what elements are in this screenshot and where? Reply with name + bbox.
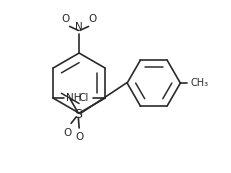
Text: O: O <box>61 14 69 24</box>
Text: O: O <box>88 14 96 24</box>
Text: CH₃: CH₃ <box>189 78 207 88</box>
Text: O: O <box>75 132 83 142</box>
Text: Cl: Cl <box>78 93 89 103</box>
Text: NH: NH <box>66 93 82 103</box>
Text: N: N <box>75 22 83 32</box>
Text: O: O <box>63 128 72 138</box>
Text: S: S <box>74 108 82 121</box>
